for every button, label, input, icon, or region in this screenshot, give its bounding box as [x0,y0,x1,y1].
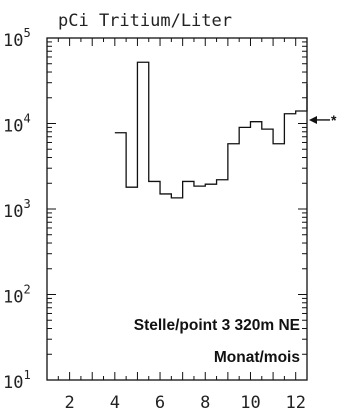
x-tick-label: 4 [110,393,120,413]
y-tick-label: 105 [3,26,31,51]
series-tritium [114,61,308,199]
reference-arrow: * [309,112,337,128]
x-tick-label: 10 [240,393,260,413]
arrow-head [309,115,317,124]
annotation-month: Monat/mois [214,349,300,366]
x-tick-label: 6 [155,393,165,413]
x-axis-ticks [46,38,308,380]
x-tick-label: 12 [285,393,305,413]
series-line [114,61,308,199]
x-tick-label: 2 [64,393,74,413]
x-tick-label: 8 [200,393,210,413]
y-axis-ticks [47,41,307,381]
y-tick-label: 103 [3,197,31,222]
y-tick-label-base: 10 [3,31,23,51]
y-tick-label: 104 [3,112,31,137]
y-tick-label-exponent: 5 [23,26,30,40]
annotation-station: Stelle/point 3 320m NE [134,317,300,334]
y-tick-label-base: 10 [3,117,23,137]
y-tick-label: 101 [3,368,31,393]
y-tick-label-base: 10 [3,373,23,393]
y-tick-label-exponent: 1 [23,368,30,382]
y-tick-label-exponent: 4 [23,112,30,126]
y-tick-label-base: 10 [3,202,23,222]
y-tick-label: 102 [3,283,31,308]
y-tick-label-exponent: 2 [23,283,30,297]
y-tick-label-base: 10 [3,288,23,308]
y-tick-label-exponent: 3 [23,197,30,211]
x-axis-labels: 2 4 6 8 10 12 [64,393,305,413]
arrow-star-label: * [331,112,337,128]
chart-title: pCi Tritium/Liter [58,11,232,31]
